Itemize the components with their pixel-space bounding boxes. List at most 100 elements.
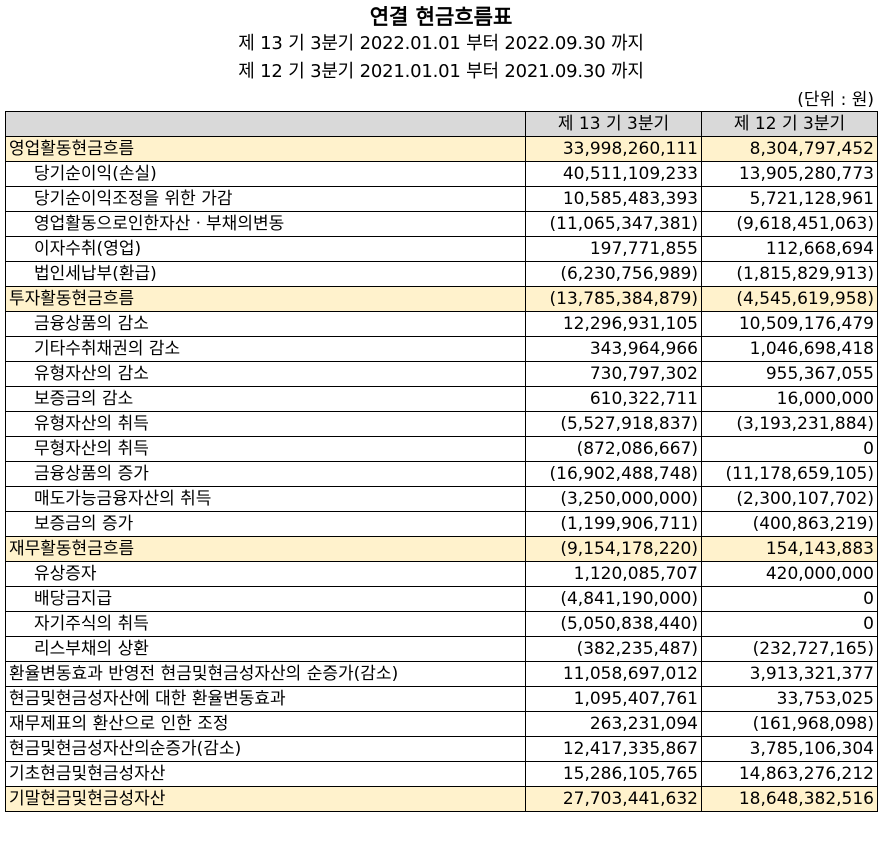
prior-period-value: 33,753,025 [701, 686, 878, 712]
prior-period-value: (3,193,231,884) [701, 411, 878, 437]
table-row: 배당금지급 (4,841,190,000) 0 [5, 586, 878, 612]
row-label: 금융상품의 감소 [5, 311, 526, 337]
current-period-value: 1,120,085,707 [525, 561, 702, 587]
row-label: 현금및현금성자산의순증가(감소) [5, 736, 526, 762]
period-current: 제 13 기 3분기 2022.01.01 부터 2022.09.30 까지 [238, 33, 644, 54]
header-prior-period: 제 12 기 3분기 [701, 111, 878, 137]
current-period-value: (872,086,667) [525, 436, 702, 462]
prior-period-value: 5,721,128,961 [701, 186, 878, 212]
current-period-value: 1,095,407,761 [525, 686, 702, 712]
table-row: 영업활동현금흐름 33,998,260,111 8,304,797,452 [5, 136, 878, 162]
row-label: 자기주식의 취득 [5, 611, 526, 637]
current-period-value: (5,050,838,440) [525, 611, 702, 637]
unit-label: (단위 : 원) [797, 90, 874, 110]
prior-period-value: 3,913,321,377 [701, 661, 878, 687]
table-row: 기타수취채권의 감소 343,964,966 1,046,698,418 [5, 336, 878, 362]
page-title: 연결 현금흐름표 [369, 4, 513, 29]
table-row: 재무제표의 환산으로 인한 조정 263,231,094 (161,968,098) [5, 711, 878, 737]
prior-period-value: 18,648,382,516 [701, 786, 878, 812]
prior-period-value: 16,000,000 [701, 386, 878, 412]
row-label: 유형자산의 감소 [5, 361, 526, 387]
current-period-value: 263,231,094 [525, 711, 702, 737]
row-label: 리스부채의 상환 [5, 636, 526, 662]
current-period-value: 40,511,109,233 [525, 161, 702, 187]
prior-period-value: 0 [701, 436, 878, 462]
prior-period-value: 1,046,698,418 [701, 336, 878, 362]
table-row: 유상증자 1,120,085,707 420,000,000 [5, 561, 878, 587]
current-period-value: (5,527,918,837) [525, 411, 702, 437]
prior-period-value: (4,545,619,958) [701, 286, 878, 312]
table-row: 무형자산의 취득 (872,086,667) 0 [5, 436, 878, 462]
row-label: 기말현금및현금성자산 [5, 786, 526, 812]
prior-period-value: 955,367,055 [701, 361, 878, 387]
prior-period-value: 112,668,694 [701, 236, 878, 262]
current-period-value: 10,585,483,393 [525, 186, 702, 212]
table-row: 기초현금및현금성자산 15,286,105,765 14,863,276,212 [5, 761, 878, 787]
row-label: 환율변동효과 반영전 현금및현금성자산의 순증가(감소) [5, 661, 526, 687]
current-period-value: 610,322,711 [525, 386, 702, 412]
current-period-value: 27,703,441,632 [525, 786, 702, 812]
row-label: 금융상품의 증가 [5, 461, 526, 487]
table-row: 영업활동으로인한자산ㆍ부채의변동 (11,065,347,381) (9,618,4… [5, 211, 878, 237]
current-period-value: 197,771,855 [525, 236, 702, 262]
header-blank [5, 111, 526, 137]
table-row: 금융상품의 감소 12,296,931,105 10,509,176,479 [5, 311, 878, 337]
row-label: 기초현금및현금성자산 [5, 761, 526, 787]
prior-period-value: 3,785,106,304 [701, 736, 878, 762]
table-row: 보증금의 감소 610,322,711 16,000,000 [5, 386, 878, 412]
table-row: 재무활동현금흐름 (9,154,178,220) 154,143,883 [5, 536, 878, 562]
table-row: 리스부채의 상환 (382,235,487) (232,727,165) [5, 636, 878, 662]
prior-period-value: (2,300,107,702) [701, 486, 878, 512]
prior-period-value: (400,863,219) [701, 511, 878, 537]
row-label: 재무제표의 환산으로 인한 조정 [5, 711, 526, 737]
row-label: 투자활동현금흐름 [5, 286, 526, 312]
table-row: 자기주식의 취득 (5,050,838,440) 0 [5, 611, 878, 637]
row-label: 현금및현금성자산에 대한 환율변동효과 [5, 686, 526, 712]
table-row: 현금및현금성자산의순증가(감소) 12,417,335,867 3,785,106,… [5, 736, 878, 762]
row-label: 당기순이익(손실) [5, 161, 526, 187]
current-period-value: 33,998,260,111 [525, 136, 702, 162]
cash-flow-table: 제 13 기 3분기 제 12 기 3분기 영업활동현금흐름 33,998,260… [5, 111, 878, 812]
prior-period-value: 420,000,000 [701, 561, 878, 587]
prior-period-value: 154,143,883 [701, 536, 878, 562]
table-row: 보증금의 증가 (1,199,906,711) (400,863,219) [5, 511, 878, 537]
current-period-value: 12,296,931,105 [525, 311, 702, 337]
row-label: 법인세납부(환급) [5, 261, 526, 287]
table-row: 당기순이익(손실) 40,511,109,233 13,905,280,773 [5, 161, 878, 187]
prior-period-value: 0 [701, 611, 878, 637]
row-label: 재무활동현금흐름 [5, 536, 526, 562]
table-row: 이자수취(영업) 197,771,855 112,668,694 [5, 236, 878, 262]
header-current-period: 제 13 기 3분기 [525, 111, 702, 137]
table-row: 현금및현금성자산에 대한 환율변동효과 1,095,407,761 33,753,0… [5, 686, 878, 712]
prior-period-value: (232,727,165) [701, 636, 878, 662]
table-row: 법인세납부(환급) (6,230,756,989) (1,815,829,913) [5, 261, 878, 287]
row-label: 유형자산의 취득 [5, 411, 526, 437]
row-label: 이자수취(영업) [5, 236, 526, 262]
row-label: 무형자산의 취득 [5, 436, 526, 462]
current-period-value: (1,199,906,711) [525, 511, 702, 537]
period-prior: 제 12 기 3분기 2021.01.01 부터 2021.09.30 까지 [238, 61, 644, 82]
prior-period-value: 0 [701, 586, 878, 612]
current-period-value: (9,154,178,220) [525, 536, 702, 562]
current-period-value: 12,417,335,867 [525, 736, 702, 762]
row-label: 당기순이익조정을 위한 가감 [5, 186, 526, 212]
prior-period-value: (11,178,659,105) [701, 461, 878, 487]
table-row: 당기순이익조정을 위한 가감 10,585,483,393 5,721,128,96… [5, 186, 878, 212]
prior-period-value: 10,509,176,479 [701, 311, 878, 337]
row-label: 영업활동현금흐름 [5, 136, 526, 162]
row-label: 영업활동으로인한자산ㆍ부채의변동 [5, 211, 526, 237]
current-period-value: 343,964,966 [525, 336, 702, 362]
prior-period-value: 14,863,276,212 [701, 761, 878, 787]
table-row: 환율변동효과 반영전 현금및현금성자산의 순증가(감소) 11,058,697,0… [5, 661, 878, 687]
current-period-value: (16,902,488,748) [525, 461, 702, 487]
row-label: 보증금의 증가 [5, 511, 526, 537]
prior-period-value: (1,815,829,913) [701, 261, 878, 287]
current-period-value: (3,250,000,000) [525, 486, 702, 512]
current-period-value: 11,058,697,012 [525, 661, 702, 687]
table-row: 유형자산의 취득 (5,527,918,837) (3,193,231,884) [5, 411, 878, 437]
current-period-value: (11,065,347,381) [525, 211, 702, 237]
current-period-value: (4,841,190,000) [525, 586, 702, 612]
table-row: 기말현금및현금성자산 27,703,441,632 18,648,382,516 [5, 786, 878, 812]
row-label: 매도가능금융자산의 취득 [5, 486, 526, 512]
row-label: 유상증자 [5, 561, 526, 587]
